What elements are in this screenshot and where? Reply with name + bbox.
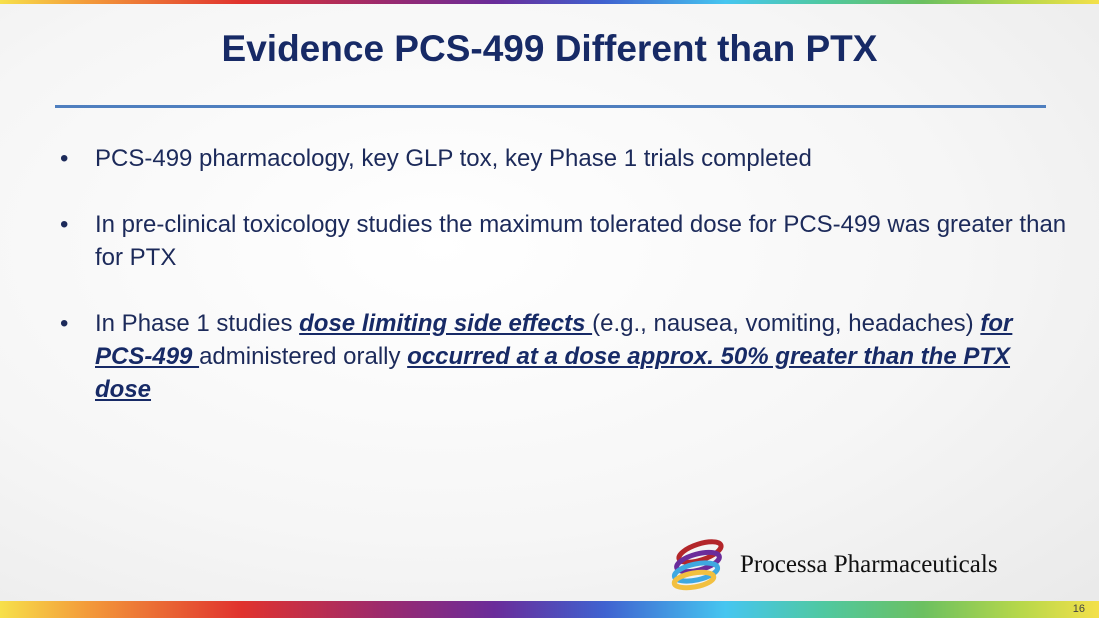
logo-text: Processa Pharmaceuticals [740, 551, 998, 578]
slide-title: Evidence PCS-499 Different than PTX [221, 28, 878, 69]
title-divider [55, 105, 1046, 108]
rainbow-rings-logo-icon [671, 539, 724, 591]
bullet-item: • In Phase 1 studies dose limiting side e… [60, 307, 1070, 406]
bullet-item: • In pre-clinical toxicology studies the … [60, 208, 1070, 274]
emphasis: dose limiting side effects [299, 310, 593, 337]
emphasis: for PCS-499 [95, 310, 1013, 370]
company-logo: Processa Pharmaceuticals [664, 538, 998, 592]
bottom-rainbow-bar [0, 601, 1099, 618]
bullet-icon: • [60, 145, 69, 172]
bullet-list: • PCS-499 pharmacology, key GLP tox, key … [60, 142, 1070, 439]
emphasis: occurred at a dose approx. 50% greater t… [95, 343, 1011, 403]
bullet-icon: • [60, 211, 69, 238]
page-number: 16 [1072, 603, 1085, 615]
bullet-icon: • [60, 310, 69, 337]
bullet-item: • PCS-499 pharmacology, key GLP tox, key … [60, 142, 1070, 175]
top-rainbow-bar [0, 0, 1099, 4]
